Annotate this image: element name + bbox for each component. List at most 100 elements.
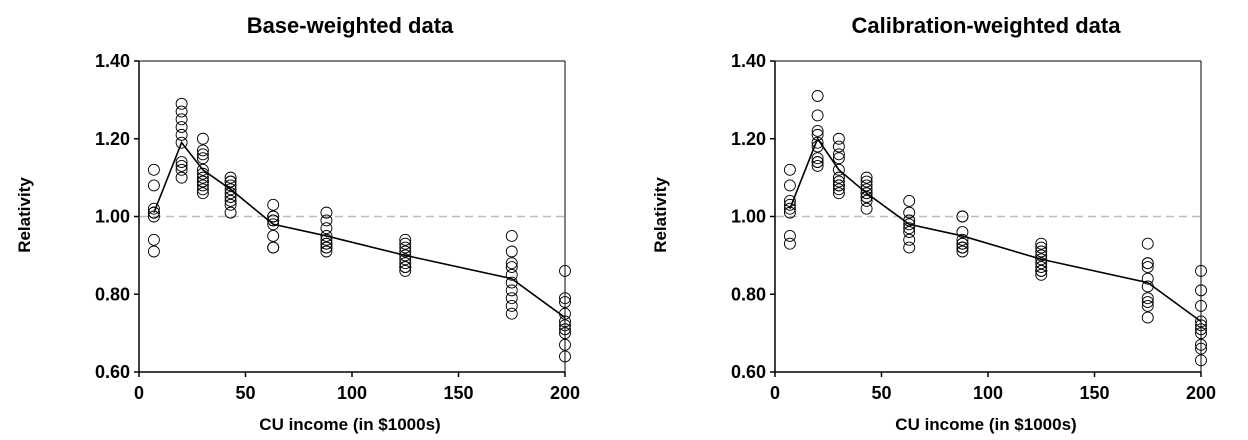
data-point (175, 105, 188, 118)
data-point (1035, 253, 1048, 266)
data-point (399, 261, 412, 273)
data-point (811, 156, 824, 169)
chart-calibration-weighted: Calibration-weighted data CU income (in … (651, 13, 1216, 434)
x-tick-label: 150 (1079, 383, 1109, 403)
data-point (832, 140, 845, 153)
data-point (1035, 257, 1048, 270)
data-point (832, 183, 845, 196)
data-point (267, 218, 280, 231)
data-point (505, 268, 518, 281)
data-point (320, 206, 333, 219)
x-tick-label: 0 (134, 383, 144, 403)
chart-title: Calibration-weighted data (852, 13, 1122, 38)
data-point (505, 299, 518, 312)
data-point (1195, 284, 1207, 297)
data-point (147, 206, 160, 219)
data-point (1035, 245, 1048, 258)
data-point (1141, 272, 1154, 285)
y-tick-label: 0.60 (95, 362, 130, 382)
data-point (175, 160, 188, 172)
data-point (559, 315, 571, 328)
data-point (196, 183, 209, 196)
data-point (320, 245, 333, 258)
data-point (860, 175, 873, 188)
y-tick-label: 1.00 (731, 207, 766, 227)
x-axis-label: CU income (in $1000s) (895, 415, 1076, 434)
data-point (147, 245, 160, 258)
data-point (1195, 315, 1207, 328)
data-point (224, 198, 237, 211)
data-point (903, 194, 916, 207)
data-point (399, 233, 412, 246)
data-point (860, 202, 873, 215)
data-point (505, 245, 518, 258)
data-point (860, 194, 873, 207)
data-point (224, 194, 237, 207)
data-point (505, 261, 518, 273)
data-point (196, 175, 209, 188)
x-tick-label: 100 (337, 383, 367, 403)
data-point (224, 171, 237, 184)
data-point (783, 163, 796, 176)
x-tick-label: 50 (871, 383, 891, 403)
y-tick-label: 1.00 (95, 207, 130, 227)
data-point (783, 179, 796, 192)
data-point (1035, 268, 1048, 281)
data-point (196, 132, 209, 145)
data-point (1141, 292, 1154, 305)
data-point (505, 229, 518, 242)
data-point (559, 350, 571, 363)
data-point (832, 179, 845, 192)
data-point (903, 233, 916, 246)
data-point (147, 179, 160, 192)
data-point (783, 202, 796, 215)
data-point (832, 187, 845, 200)
data-point (505, 284, 518, 297)
data-point (147, 202, 160, 215)
data-point (811, 152, 824, 165)
data-point (559, 292, 571, 305)
data-point (1141, 257, 1154, 270)
data-point (1195, 342, 1207, 355)
chart-title: Base-weighted data (247, 13, 454, 38)
y-tick-label: 1.40 (95, 51, 130, 71)
x-axis-label: CU income (in $1000s) (259, 415, 440, 434)
data-point (175, 156, 188, 169)
y-tick-label: 1.20 (731, 129, 766, 149)
data-point (832, 175, 845, 188)
data-point (860, 171, 873, 184)
data-point (320, 222, 333, 235)
x-tick-label: 50 (235, 383, 255, 403)
data-point (399, 264, 412, 277)
data-point (1035, 261, 1048, 273)
data-point (559, 323, 571, 336)
data-point (832, 171, 845, 184)
y-axis-label: Relativity (15, 177, 34, 253)
data-point (224, 175, 237, 188)
data-point (147, 163, 160, 176)
data-point (175, 121, 188, 134)
data-point (147, 233, 160, 246)
data-point (399, 249, 412, 262)
data-point (811, 90, 824, 102)
data-point (399, 253, 412, 266)
data-point (1195, 327, 1207, 340)
data-point (832, 132, 845, 145)
data-point (1035, 264, 1048, 277)
data-point (903, 241, 916, 254)
data-point (783, 229, 796, 242)
series-line (153, 141, 566, 319)
data-point (956, 210, 969, 223)
x-tick-label: 200 (1186, 383, 1216, 403)
data-point (956, 241, 969, 254)
data-point (1035, 241, 1048, 254)
data-point (559, 264, 571, 277)
plot-area: 0.60 0.80 1.00 1.20 1.40 0 50 100 150 200 (731, 51, 1216, 403)
data-point (196, 171, 209, 184)
data-point (196, 179, 209, 192)
data-point (175, 97, 188, 110)
data-point (175, 171, 188, 184)
data-point (832, 163, 845, 176)
data-point (1141, 299, 1154, 312)
